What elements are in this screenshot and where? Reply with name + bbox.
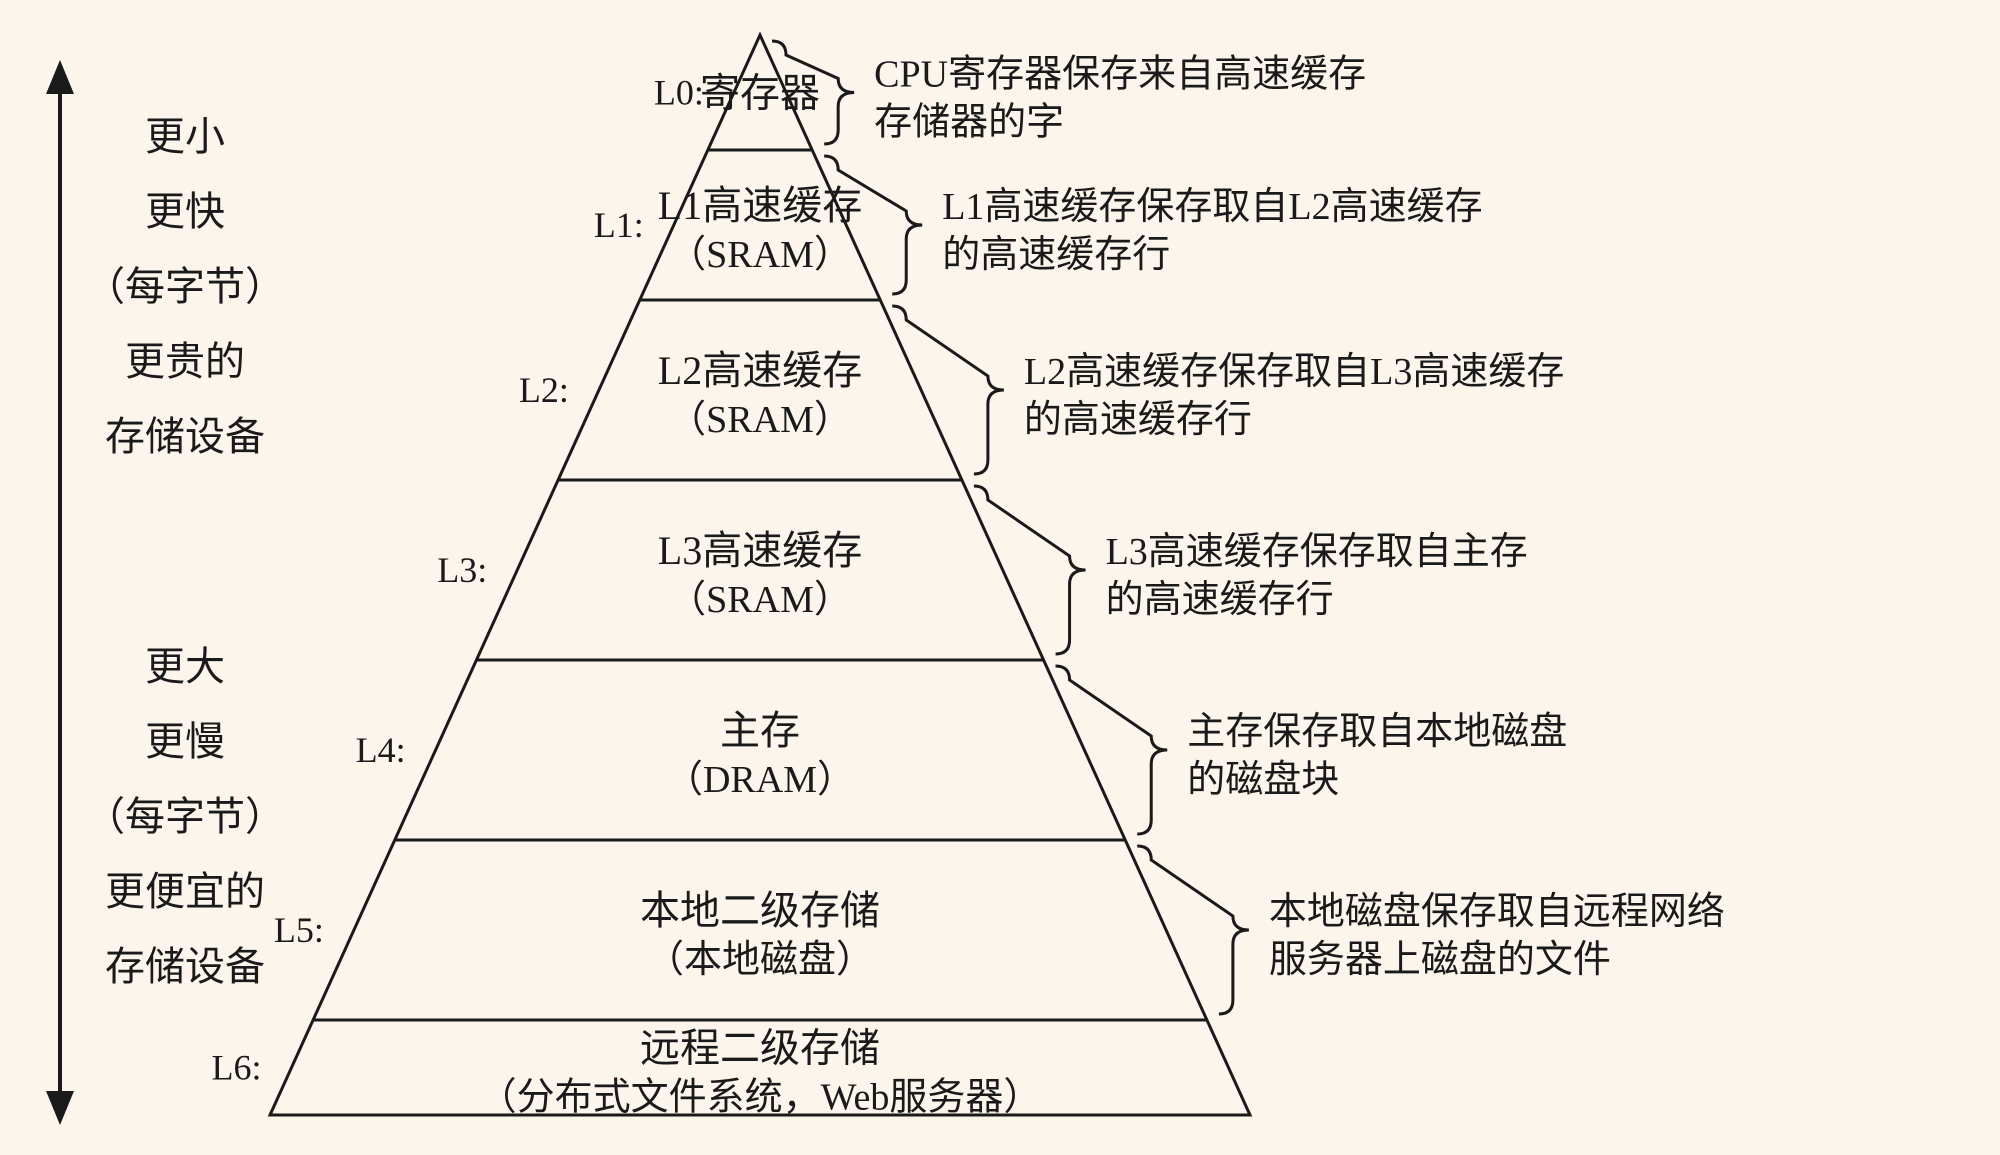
level-label-2: L2:	[519, 370, 569, 410]
left-top-line-1: 更快	[145, 189, 225, 234]
tier-sub-6: （分布式文件系统，Web服务器）	[479, 1077, 1042, 1119]
left-top-line-2: （每字节）	[85, 264, 285, 309]
desc-1-line2: 的高速缓存行	[942, 234, 1170, 276]
arrow-down-icon	[46, 1091, 74, 1125]
left-bottom-line-0: 更大	[145, 644, 225, 689]
tier-sub-2: （SRAM）	[668, 399, 852, 441]
left-bottom-line-2: （每字节）	[85, 794, 285, 839]
left-bottom-line-1: 更慢	[145, 719, 225, 764]
level-label-0: L0:	[654, 73, 704, 113]
level-label-3: L3:	[437, 550, 487, 590]
tier-sub-4: （DRAM）	[665, 759, 855, 801]
level-label-1: L1:	[594, 205, 644, 245]
tier-sub-1: （SRAM）	[668, 234, 852, 276]
desc-5-line2: 服务器上磁盘的文件	[1269, 939, 1611, 981]
tier-sub-5: （本地磁盘）	[646, 939, 874, 981]
tier-title-1: L1高速缓存	[658, 183, 862, 228]
desc-5-line1: 本地磁盘保存取自远程网络	[1269, 891, 1725, 933]
desc-3-line2: 的高速缓存行	[1106, 579, 1334, 621]
tier-title-5: 本地二级存储	[640, 888, 880, 933]
level-label-4: L4:	[356, 730, 406, 770]
desc-4-line1: 主存保存取自本地磁盘	[1187, 711, 1567, 753]
desc-0-line2: 存储器的字	[874, 102, 1064, 144]
level-label-5: L5:	[274, 910, 324, 950]
left-bottom-line-4: 存储设备	[105, 944, 265, 989]
level-label-6: L6:	[212, 1048, 262, 1088]
desc-2-line2: 的高速缓存行	[1024, 399, 1252, 441]
desc-1-line1: L1高速缓存保存取自L2高速缓存	[942, 186, 1482, 228]
desc-0-line1: CPU寄存器保存来自高速缓存	[874, 54, 1366, 96]
arrow-up-icon	[46, 60, 74, 94]
tier-title-6: 远程二级存储	[640, 1026, 880, 1071]
left-top-line-0: 更小	[145, 114, 225, 159]
tier-title-2: L2高速缓存	[658, 348, 862, 393]
tier-title-3: L3高速缓存	[658, 528, 862, 573]
tier-title-0: 寄存器	[700, 71, 820, 116]
tier-title-4: 主存	[720, 708, 800, 753]
tier-sub-3: （SRAM）	[668, 579, 852, 621]
desc-3-line1: L3高速缓存保存取自主存	[1106, 531, 1528, 573]
left-bottom-line-3: 更便宜的	[105, 869, 265, 914]
left-top-line-3: 更贵的	[125, 339, 245, 384]
desc-2-line1: L2高速缓存保存取自L3高速缓存	[1024, 351, 1564, 393]
desc-4-line2: 的磁盘块	[1187, 759, 1339, 801]
left-top-line-4: 存储设备	[105, 414, 265, 459]
